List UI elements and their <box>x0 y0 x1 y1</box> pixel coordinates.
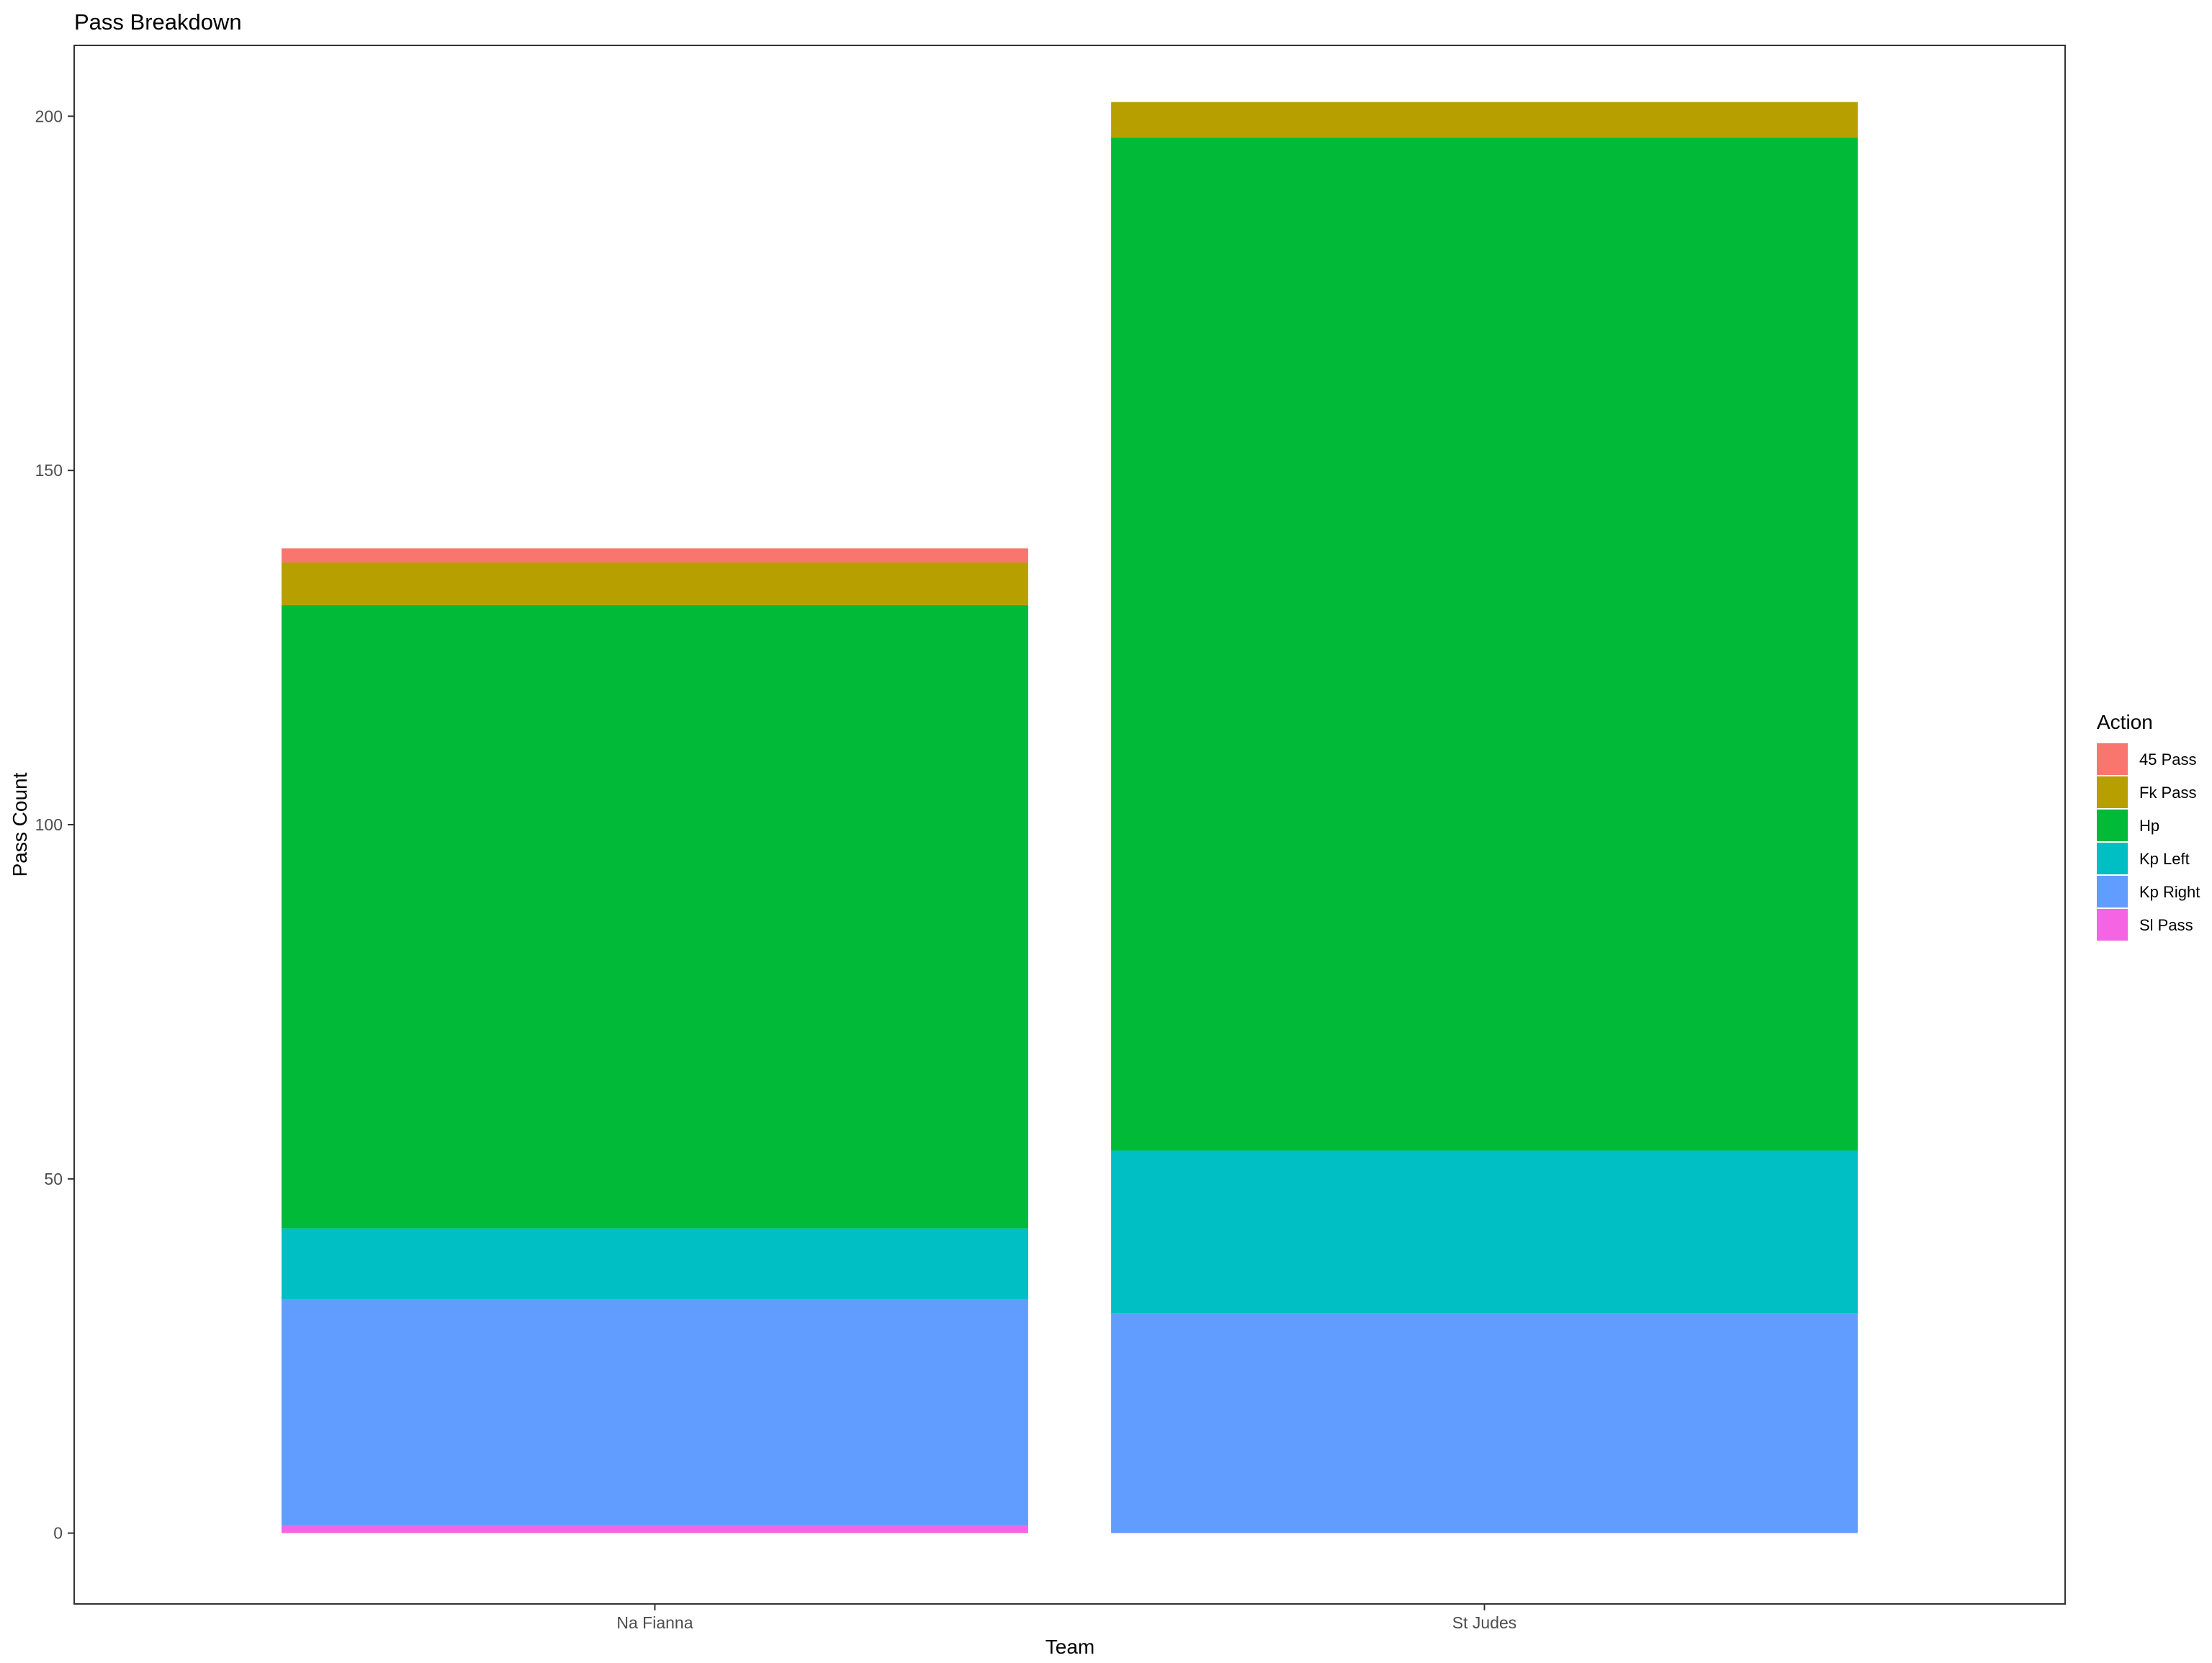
legend-key-fk-pass <box>2097 776 2128 808</box>
bar-segment-st-judes-hp <box>1111 137 1858 1151</box>
x-tick-label: Na Fianna <box>616 1613 693 1632</box>
bar-segment-na-fianna-fk-pass <box>282 562 1028 606</box>
y-axis: 0 50 100 150 200 <box>35 107 74 1543</box>
y-tick-label: 0 <box>53 1524 63 1543</box>
x-axis: Na Fianna St Judes <box>616 1604 1516 1632</box>
legend-key-kp-left <box>2097 843 2128 874</box>
legend-items: 45 Pass Fk Pass Hp Kp Left Kp Right Sl Pass <box>2097 743 2200 941</box>
bar-segment-st-judes-kp-left <box>1111 1150 1858 1314</box>
y-tick-label: 50 <box>44 1170 63 1188</box>
bar-segment-na-fianna-kp-right <box>282 1299 1028 1526</box>
legend-label-sl-pass: Sl Pass <box>2139 916 2193 934</box>
y-tick-label: 150 <box>35 461 63 480</box>
bar-segment-na-fianna-45-pass <box>282 548 1028 563</box>
legend-label-kp-right: Kp Right <box>2139 883 2200 901</box>
bar-segment-na-fianna-sl-pass <box>282 1525 1028 1533</box>
bar-segment-st-judes-fk-pass <box>1111 102 1858 138</box>
bar-segment-na-fianna-kp-left <box>282 1228 1028 1300</box>
legend-label-45-pass: 45 Pass <box>2139 750 2197 768</box>
legend-key-sl-pass <box>2097 909 2128 941</box>
y-axis-label: Pass Count <box>9 772 31 877</box>
legend-key-45-pass <box>2097 743 2128 775</box>
legend-key-kp-right <box>2097 876 2128 907</box>
bar-segment-st-judes-kp-right <box>1111 1313 1858 1533</box>
legend-title: Action <box>2097 711 2153 733</box>
legend-label-kp-left: Kp Left <box>2139 850 2190 868</box>
bar-segment-na-fianna-hp <box>282 605 1028 1229</box>
x-axis-label: Team <box>1046 1636 1094 1658</box>
legend-label-fk-pass: Fk Pass <box>2139 784 2196 802</box>
chart-title: Pass Breakdown <box>74 9 242 35</box>
y-tick-label: 200 <box>35 107 63 125</box>
legend-label-hp: Hp <box>2139 817 2159 835</box>
legend-key-hp <box>2097 810 2128 841</box>
y-tick-label: 100 <box>35 815 63 834</box>
x-tick-label: St Judes <box>1452 1613 1517 1632</box>
legend: Action 45 Pass Fk Pass Hp Kp Left Kp Right Sl… <box>2097 711 2200 941</box>
plot-area <box>282 102 1858 1533</box>
